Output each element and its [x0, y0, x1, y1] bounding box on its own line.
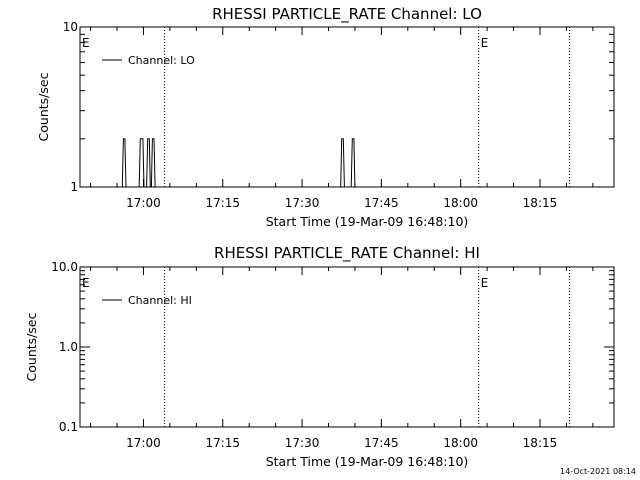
series-line	[121, 138, 356, 188]
x-tick-label: 17:30	[285, 196, 320, 210]
panel-lo: RHESSI PARTICLE_RATE Channel: LO 17:00 17:…	[36, 5, 615, 229]
plot-frame	[79, 266, 615, 428]
marker-label: E	[481, 276, 489, 290]
x-tick-label: 17:15	[205, 436, 240, 450]
chart-title: RHESSI PARTICLE_RATE Channel: LO	[212, 5, 482, 24]
y-tick-label: 1.0	[59, 340, 78, 354]
x-tick-label: 18:00	[443, 436, 478, 450]
x-tick-label: 17:00	[126, 196, 161, 210]
x-tick-label: 17:45	[364, 436, 399, 450]
plot-frame	[79, 26, 615, 188]
x-tick-label: 18:15	[523, 196, 558, 210]
marker-label: E	[82, 36, 90, 50]
x-tick-label: 17:00	[126, 436, 161, 450]
x-tick-label: 17:45	[364, 196, 399, 210]
x-tick-label: 17:30	[285, 436, 320, 450]
y-tick-label: 1	[70, 180, 78, 194]
y-tick-label: 0.1	[59, 420, 78, 434]
panel-hi: RHESSI PARTICLE_RATE Channel: HI 17:00 17:…	[24, 244, 615, 469]
y-axis-label: Counts/sec	[24, 312, 39, 381]
x-tick-label: 18:15	[523, 436, 558, 450]
y-tick-label: 10	[63, 20, 78, 34]
x-axis-label: Start Time (19-Mar-09 16:48:10)	[266, 454, 469, 469]
y-tick-label: 10.0	[51, 260, 78, 274]
marker-label: E	[82, 276, 90, 290]
x-tick-label: 18:00	[443, 196, 478, 210]
legend-entry: Channel: LO	[128, 54, 195, 67]
timestamp-label: 14-Oct-2021 08:14	[560, 467, 636, 476]
y-axis-label: Counts/sec	[36, 72, 51, 141]
chart-title: RHESSI PARTICLE_RATE Channel: HI	[214, 244, 480, 263]
legend-entry: Channel: HI	[128, 294, 192, 307]
x-axis-label: Start Time (19-Mar-09 16:48:10)	[266, 214, 469, 229]
x-tick-label: 17:15	[205, 196, 240, 210]
marker-label: E	[481, 36, 489, 50]
